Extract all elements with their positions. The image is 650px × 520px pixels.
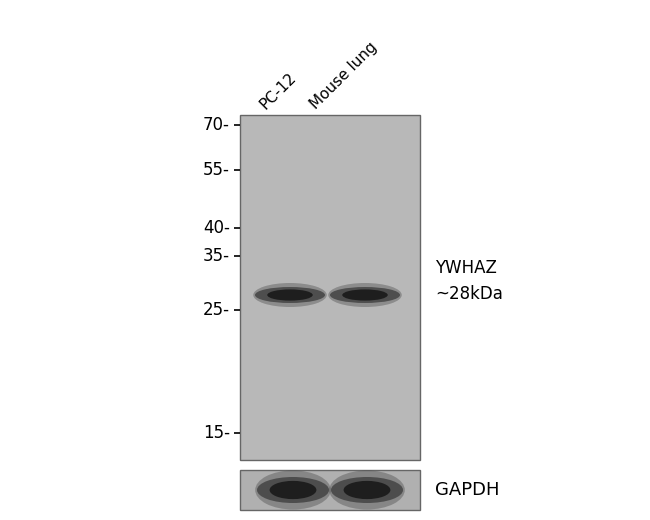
- Text: ~28kDa: ~28kDa: [435, 285, 503, 303]
- Ellipse shape: [329, 471, 405, 510]
- Text: 25-: 25-: [203, 301, 230, 319]
- Text: Mouse lung: Mouse lung: [307, 40, 380, 112]
- Ellipse shape: [331, 477, 403, 503]
- Ellipse shape: [255, 471, 331, 510]
- Ellipse shape: [255, 287, 325, 303]
- Text: PC-12: PC-12: [257, 70, 300, 112]
- Ellipse shape: [343, 290, 388, 301]
- Bar: [240, 470, 420, 510]
- Text: 15-: 15-: [203, 424, 230, 442]
- Ellipse shape: [328, 283, 402, 307]
- Bar: [240, 115, 420, 460]
- Ellipse shape: [270, 481, 317, 499]
- Text: 55-: 55-: [203, 161, 230, 179]
- Ellipse shape: [344, 481, 391, 499]
- Ellipse shape: [330, 287, 400, 303]
- Ellipse shape: [254, 283, 327, 307]
- Ellipse shape: [267, 290, 313, 301]
- Text: 35-: 35-: [203, 247, 230, 265]
- Text: 70-: 70-: [203, 116, 230, 134]
- Ellipse shape: [257, 477, 329, 503]
- Text: GAPDH: GAPDH: [435, 481, 499, 499]
- Text: YWHAZ: YWHAZ: [435, 259, 497, 277]
- Text: 40-: 40-: [203, 219, 230, 237]
